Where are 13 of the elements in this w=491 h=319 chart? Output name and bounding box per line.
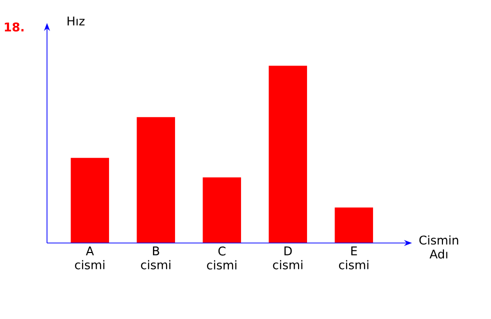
bar — [268, 66, 308, 243]
bar — [136, 117, 176, 243]
x-tick-label: D cismi — [273, 246, 302, 270]
bar — [70, 158, 110, 243]
y-axis-title: Hız — [68, 16, 85, 26]
x-tick-label: B cismi — [141, 246, 170, 270]
x-tick-label: C cismi — [207, 246, 236, 270]
bar — [202, 177, 242, 243]
x-axis-title: Cismin Adı — [419, 235, 458, 259]
x-tick-label: E cismi — [339, 246, 368, 270]
text: 18. — [4, 22, 24, 32]
x-tick-label: A cismi — [75, 246, 104, 270]
bar — [334, 208, 374, 243]
